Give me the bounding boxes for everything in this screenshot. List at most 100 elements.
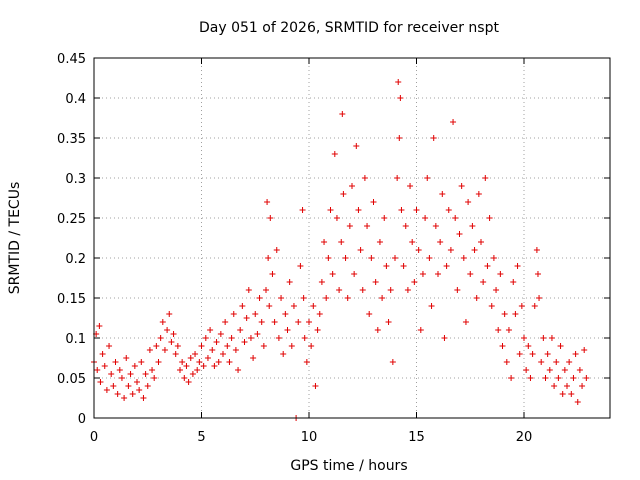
- data-point: [273, 247, 280, 253]
- data-point: [364, 223, 371, 229]
- data-point: [101, 363, 108, 369]
- data-point: [297, 263, 304, 269]
- data-point: [116, 367, 123, 373]
- data-point: [194, 367, 201, 373]
- data-point: [531, 303, 538, 309]
- data-point: [372, 279, 379, 285]
- data-point: [400, 263, 407, 269]
- data-point: [497, 271, 504, 277]
- data-point: [174, 343, 181, 349]
- data-point: [564, 383, 570, 389]
- data-point: [245, 287, 252, 293]
- data-point: [275, 335, 282, 341]
- data-point: [258, 319, 265, 325]
- y-axis-label: SRMTID / TECUs: [7, 182, 23, 295]
- data-point: [342, 255, 349, 261]
- y-tick-label: 0.15: [57, 292, 86, 307]
- data-point: [189, 371, 196, 377]
- data-point: [555, 375, 562, 381]
- data-points: [91, 79, 590, 421]
- data-point: [312, 383, 319, 389]
- data-point: [138, 359, 145, 365]
- data-point: [467, 271, 474, 277]
- data-point: [256, 295, 263, 301]
- data-point: [239, 303, 246, 309]
- data-point: [471, 247, 478, 253]
- data-point: [213, 339, 220, 345]
- data-point: [164, 327, 171, 333]
- data-point: [450, 119, 457, 125]
- data-point: [456, 231, 463, 237]
- y-tick-label: 0.2: [65, 252, 86, 267]
- data-point: [525, 343, 532, 349]
- data-point: [183, 363, 190, 369]
- data-point: [458, 183, 465, 189]
- data-point: [561, 367, 568, 373]
- data-point: [228, 335, 235, 341]
- data-point: [374, 327, 381, 333]
- data-point: [544, 351, 551, 357]
- data-point: [409, 239, 416, 245]
- data-point: [215, 359, 222, 365]
- data-point: [579, 383, 586, 389]
- data-point: [534, 271, 541, 277]
- data-point: [397, 95, 404, 101]
- data-point: [473, 295, 480, 301]
- data-point: [131, 363, 138, 369]
- data-point: [318, 279, 325, 285]
- data-point: [97, 379, 104, 385]
- data-point: [280, 351, 287, 357]
- data-point: [306, 319, 312, 325]
- data-point: [366, 311, 373, 317]
- data-point: [286, 279, 293, 285]
- data-point: [428, 303, 435, 309]
- data-point: [512, 311, 519, 317]
- data-point: [443, 263, 450, 269]
- y-tick-label: 0: [78, 412, 86, 427]
- data-point: [200, 363, 207, 369]
- data-point: [202, 335, 209, 341]
- data-point: [106, 343, 113, 349]
- data-point: [94, 367, 101, 373]
- data-point: [536, 295, 543, 301]
- data-point: [168, 339, 175, 345]
- data-point: [308, 343, 315, 349]
- data-point: [411, 279, 418, 285]
- axis-ticks: 0 0.05 0.1 0.15 0.2 0.25 0.3 0.35 0.4 0.45 0 5 10 15 2…: [57, 52, 610, 445]
- plot-frame: [93, 57, 611, 419]
- x-tick-label: 15: [408, 430, 425, 445]
- data-point: [379, 295, 386, 301]
- data-point: [237, 327, 244, 333]
- data-point: [402, 223, 409, 229]
- data-point: [344, 295, 351, 301]
- data-point: [260, 343, 267, 349]
- data-point: [392, 255, 398, 261]
- data-point: [144, 383, 151, 389]
- data-point: [432, 223, 439, 229]
- data-point: [146, 347, 153, 353]
- data-point: [336, 287, 343, 293]
- data-point: [243, 315, 250, 321]
- data-point: [166, 311, 173, 317]
- data-point: [204, 355, 211, 361]
- data-point: [581, 347, 588, 353]
- data-point: [469, 223, 476, 229]
- data-point: [424, 175, 431, 181]
- data-point: [196, 359, 203, 365]
- data-point: [254, 331, 261, 337]
- data-point: [290, 303, 297, 309]
- data-point: [387, 287, 394, 293]
- data-point: [222, 319, 229, 325]
- data-point: [179, 359, 186, 365]
- x-tick-label: 0: [90, 430, 98, 445]
- data-point: [118, 375, 125, 381]
- data-point: [488, 303, 495, 309]
- data-point: [439, 191, 446, 197]
- data-point: [357, 247, 364, 253]
- data-point: [267, 215, 274, 221]
- data-point: [157, 335, 164, 341]
- y-tick-label: 0.4: [65, 92, 86, 107]
- data-point: [475, 191, 482, 197]
- data-point: [284, 327, 291, 333]
- data-point: [99, 351, 106, 357]
